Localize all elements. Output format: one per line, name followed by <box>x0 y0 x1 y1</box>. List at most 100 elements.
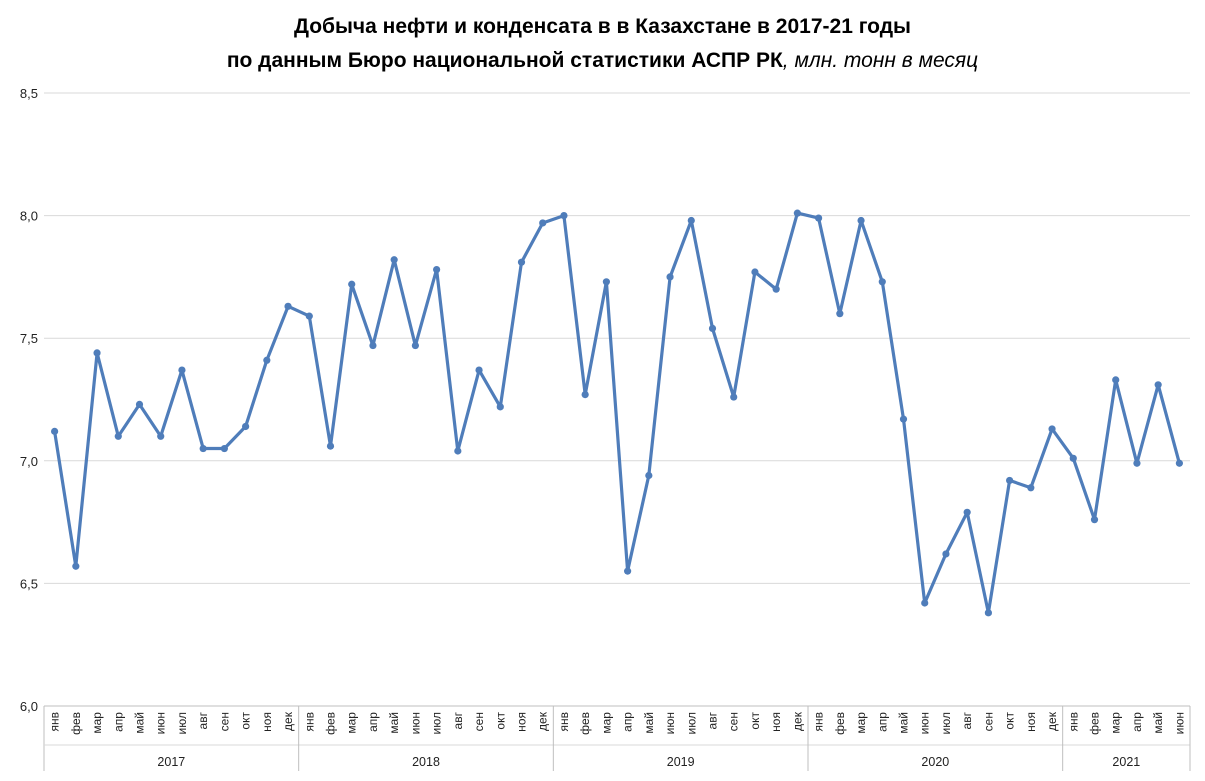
data-point <box>517 258 526 266</box>
x-tick-label: ноя <box>769 712 783 732</box>
data-point <box>326 442 335 450</box>
chart-title: Добыча нефти и конденсата в в Казахстане… <box>0 10 1205 78</box>
data-point <box>1048 425 1056 433</box>
chart-title-unit: , млн. тонн в месяц <box>782 49 979 72</box>
x-tick-label: авг <box>960 711 974 729</box>
data-point <box>560 212 568 220</box>
x-tick-label: янв <box>302 712 316 732</box>
data-point <box>220 444 228 453</box>
data-point <box>687 216 695 225</box>
x-tick-label: июл <box>939 712 953 734</box>
data-point <box>1133 459 1141 467</box>
data-point <box>708 324 717 332</box>
y-tick-label: 6,0 <box>20 699 38 714</box>
x-tick-label: июн <box>663 712 677 734</box>
data-point <box>178 366 186 374</box>
data-point <box>284 302 292 310</box>
data-point <box>411 341 419 350</box>
x-tick-label: дек <box>281 711 295 731</box>
data-point <box>921 599 929 607</box>
data-point <box>815 214 823 222</box>
data-point <box>114 432 122 440</box>
gridlines <box>44 92 1190 707</box>
data-point <box>539 219 547 227</box>
data-point <box>51 427 59 435</box>
data-point <box>1112 376 1120 384</box>
chart-title-main: по данным Бюро национальной статистики А… <box>226 49 783 72</box>
x-tick-label: фев <box>324 712 338 735</box>
data-point <box>857 216 865 225</box>
y-tick-label: 7,5 <box>20 331 38 346</box>
data-point <box>624 567 632 575</box>
year-label: 2021 <box>1112 755 1140 769</box>
year-label: 2017 <box>157 755 185 769</box>
data-point <box>1069 454 1077 462</box>
x-tick-label: сен <box>472 712 486 731</box>
data-point <box>836 310 844 318</box>
y-tick-label: 8,5 <box>20 86 38 101</box>
data-point <box>242 422 250 431</box>
x-tick-label: май <box>1151 712 1165 734</box>
data-point <box>899 415 908 423</box>
x-tick-label: янв <box>48 712 62 732</box>
year-label: 2020 <box>921 755 949 769</box>
x-tick-label: авг <box>451 711 465 729</box>
x-tick-label: окт <box>493 712 507 730</box>
data-point <box>305 312 313 320</box>
x-tick-label: дек <box>1045 711 1059 731</box>
y-tick-label: 6,5 <box>20 576 38 591</box>
series-line <box>52 211 1182 615</box>
x-tick-label: май <box>642 712 656 734</box>
x-tick-label: мар <box>1109 712 1123 734</box>
x-tick-label: мар <box>345 712 359 734</box>
x-tick-label: мар <box>854 712 868 734</box>
data-point <box>666 273 674 281</box>
x-tick-label: фев <box>833 712 847 735</box>
x-tick-label: июл <box>430 712 444 734</box>
data-point <box>93 349 101 357</box>
x-tick-label: янв <box>557 712 571 732</box>
data-point <box>199 444 207 453</box>
x-tick-label: сен <box>981 712 995 731</box>
data-point <box>454 447 462 455</box>
x-tick-label: мар <box>599 712 613 734</box>
year-label: 2018 <box>412 755 440 769</box>
x-tick-label: ноя <box>1024 712 1038 732</box>
x-tick-label: окт <box>239 712 253 730</box>
x-tick-label: янв <box>1066 712 1080 732</box>
chart-title-line1: Добыча нефти и конденсата в в Казахстане… <box>293 15 911 38</box>
data-point <box>263 356 271 364</box>
data-point <box>602 278 610 286</box>
x-tick-label: ноя <box>515 712 529 732</box>
data-point <box>878 278 886 286</box>
x-axis: янв фев мар апр май июн июл авг сен окт ноя дек янв ф… <box>43 706 1191 771</box>
x-tick-label: июл <box>684 712 698 734</box>
x-tick-label: фев <box>578 712 592 735</box>
data-point <box>496 403 504 411</box>
x-tick-label: окт <box>748 712 762 730</box>
data-point <box>390 256 398 264</box>
data-point <box>72 562 80 570</box>
y-tick-label: 7,0 <box>20 454 38 469</box>
data-point <box>751 268 759 276</box>
x-tick-label: дек <box>536 711 550 731</box>
y-axis: 6,0 6,5 7,0 7,5 8,0 8,5 <box>20 86 38 714</box>
data-point <box>433 265 441 274</box>
x-tick-label: фев <box>69 712 83 735</box>
y-tick-label: 8,0 <box>20 209 38 224</box>
data-point <box>942 550 950 558</box>
x-tick-label: дек <box>790 711 804 731</box>
data-point <box>772 285 780 293</box>
x-tick-label: июн <box>918 712 932 734</box>
data-point <box>369 341 377 350</box>
x-tick-label: апр <box>621 712 635 732</box>
data-point <box>1027 484 1035 492</box>
x-tick-label: июн <box>154 712 168 734</box>
data-point <box>963 508 971 516</box>
x-tick-label: апр <box>875 712 889 732</box>
x-tick-label: июн <box>408 712 422 734</box>
x-tick-label: сен <box>217 712 231 731</box>
x-tick-label: мар <box>90 712 104 734</box>
x-tick-label: июл <box>175 712 189 734</box>
